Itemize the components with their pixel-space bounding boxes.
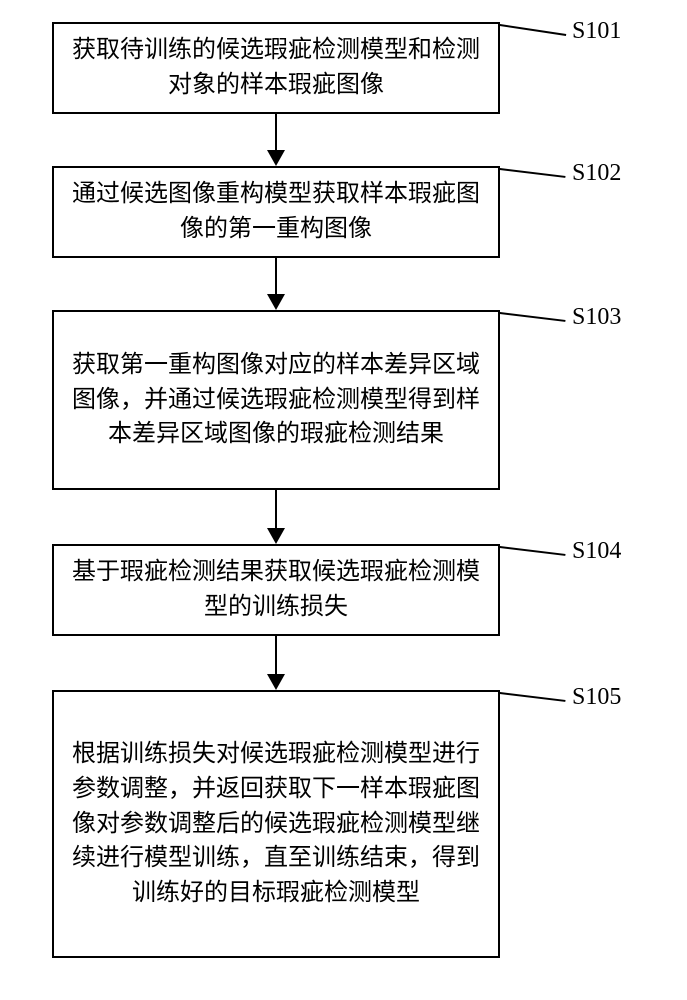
step-box-s103: 获取第一重构图像对应的样本差异区域图像，并通过候选瑕疵检测模型得到样本差异区域图… bbox=[52, 310, 500, 490]
leader-s101 bbox=[500, 24, 566, 36]
arrow-s102-s103 bbox=[267, 258, 285, 310]
leader-s104 bbox=[500, 546, 566, 556]
step-id: S102 bbox=[572, 160, 621, 186]
arrow-shaft bbox=[275, 636, 277, 674]
step-box-s104: 基于瑕疵检测结果获取候选瑕疵检测模型的训练损失 bbox=[52, 544, 500, 636]
step-label-s104: S104 bbox=[572, 538, 621, 565]
step-box-s105: 根据训练损失对候选瑕疵检测模型进行参数调整，并返回获取下一样本瑕疵图像对参数调整… bbox=[52, 690, 500, 958]
step-text: 通过候选图像重构模型获取样本瑕疵图像的第一重构图像 bbox=[68, 177, 484, 247]
arrow-s101-s102 bbox=[267, 114, 285, 166]
step-id: S104 bbox=[572, 538, 621, 564]
flowchart-canvas: 获取待训练的候选瑕疵检测模型和检测对象的样本瑕疵图像 S101 通过候选图像重构… bbox=[0, 0, 687, 1000]
step-text: 获取待训练的候选瑕疵检测模型和检测对象的样本瑕疵图像 bbox=[68, 33, 484, 103]
arrow-head-icon bbox=[267, 150, 285, 166]
arrow-head-icon bbox=[267, 528, 285, 544]
arrow-s103-s104 bbox=[267, 490, 285, 544]
step-id: S103 bbox=[572, 304, 621, 330]
step-label-s102: S102 bbox=[572, 160, 621, 187]
step-label-s105: S105 bbox=[572, 684, 621, 711]
step-text: 基于瑕疵检测结果获取候选瑕疵检测模型的训练损失 bbox=[68, 555, 484, 625]
step-id: S101 bbox=[572, 18, 621, 44]
step-text: 获取第一重构图像对应的样本差异区域图像，并通过候选瑕疵检测模型得到样本差异区域图… bbox=[68, 348, 484, 452]
leader-s102 bbox=[500, 168, 566, 178]
arrow-shaft bbox=[275, 258, 277, 294]
step-box-s102: 通过候选图像重构模型获取样本瑕疵图像的第一重构图像 bbox=[52, 166, 500, 258]
leader-s103 bbox=[500, 312, 566, 322]
step-label-s101: S101 bbox=[572, 18, 621, 45]
step-label-s103: S103 bbox=[572, 304, 621, 331]
arrow-head-icon bbox=[267, 294, 285, 310]
arrow-shaft bbox=[275, 490, 277, 528]
leader-s105 bbox=[500, 692, 566, 702]
arrow-head-icon bbox=[267, 674, 285, 690]
step-box-s101: 获取待训练的候选瑕疵检测模型和检测对象的样本瑕疵图像 bbox=[52, 22, 500, 114]
arrow-shaft bbox=[275, 114, 277, 150]
step-text: 根据训练损失对候选瑕疵检测模型进行参数调整，并返回获取下一样本瑕疵图像对参数调整… bbox=[68, 737, 484, 911]
arrow-s104-s105 bbox=[267, 636, 285, 690]
step-id: S105 bbox=[572, 684, 621, 710]
